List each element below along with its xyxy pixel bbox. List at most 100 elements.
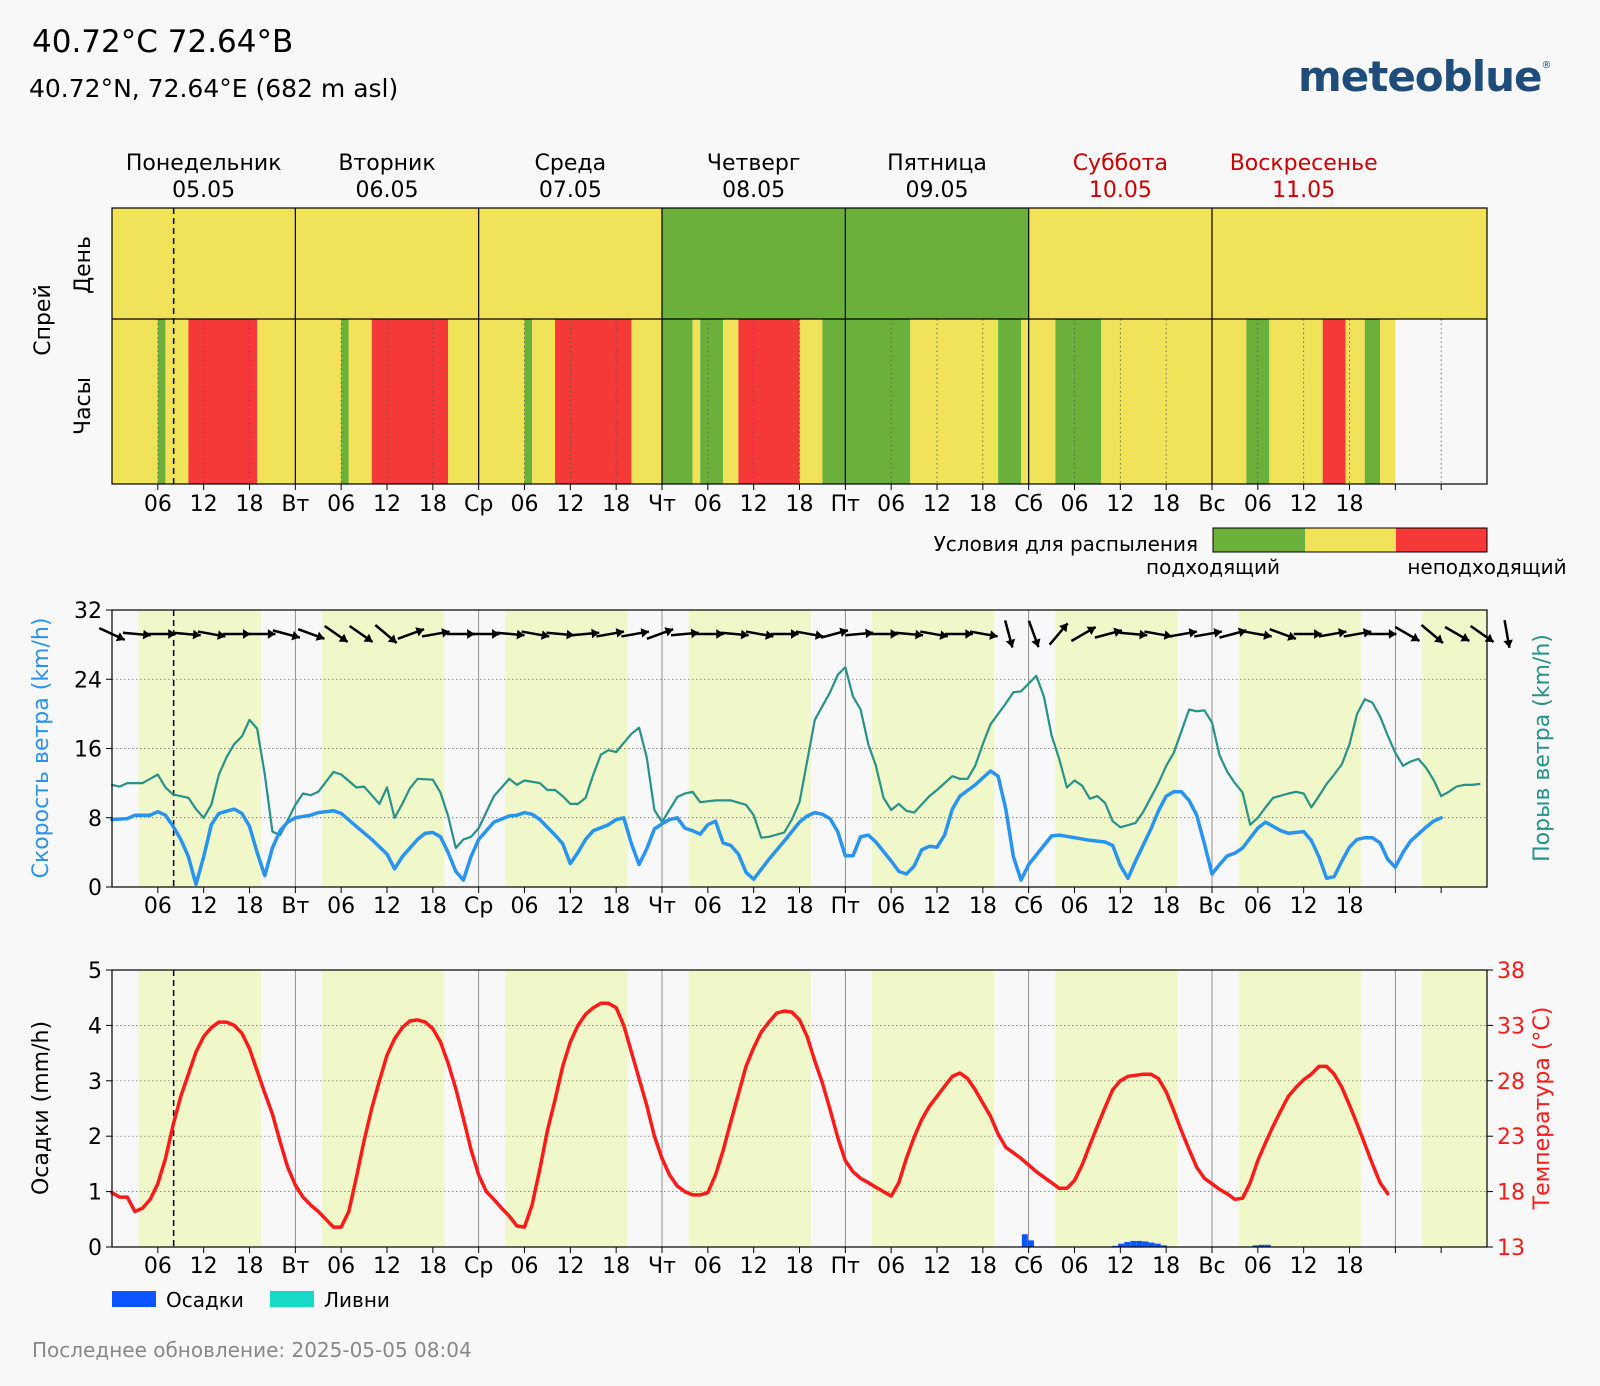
- wind-arrow-head: [467, 629, 475, 639]
- spray-hour-cell-12: [532, 319, 556, 484]
- x-tick-label: Вс: [1198, 894, 1225, 919]
- x-tick-label: 12: [190, 1254, 218, 1279]
- spray-day-label: День: [71, 236, 96, 294]
- precip-y-tick-label: 0: [88, 1236, 102, 1261]
- spray-hourly-row: [112, 319, 1396, 484]
- legend-frame: [1212, 527, 1488, 553]
- temp-y-tick-label: 28: [1497, 1070, 1525, 1095]
- spray-hour-cell-11: [524, 319, 533, 484]
- spray-day-cell-5: [1028, 208, 1212, 319]
- wind-arrow-head: [664, 627, 674, 637]
- wind-direction-arrow-50: [1343, 628, 1372, 638]
- x-tick-label: Ср: [464, 894, 493, 919]
- legend-good-label: подходящий: [1146, 555, 1280, 579]
- wind-speed-axis-label: Скорость ветра (km/h): [29, 618, 54, 879]
- precip-daylight-bands: [138, 970, 1487, 1247]
- wind-direction-arrow-48: [1293, 629, 1322, 639]
- x-tick-label: Сб: [1014, 894, 1043, 919]
- wind-arrow-head: [387, 634, 397, 643]
- x-tick-label: 12: [740, 1254, 768, 1279]
- x-tick-label: Ср: [464, 492, 493, 517]
- spray-hour-cell-0: [112, 319, 158, 484]
- spray-hour-cell-23: [910, 319, 999, 484]
- x-tick-label: Пт: [831, 894, 861, 919]
- wind-direction-arrow-12: [397, 627, 425, 640]
- x-tick-label: 06: [144, 1254, 172, 1279]
- wind-arrow-head: [790, 629, 799, 639]
- x-tick-label: 12: [1290, 894, 1318, 919]
- spray-daily-row: [112, 208, 1487, 319]
- precip-y-axis: 0 1 2 3 4 5: [88, 959, 112, 1261]
- wind-direction-arrow-38: [1048, 622, 1069, 646]
- spray-day-cell-0: [112, 208, 296, 319]
- wind-arrow-head: [115, 632, 125, 642]
- wind-direction-arrow-40: [1094, 627, 1123, 639]
- spray-day-cell-3: [662, 208, 846, 319]
- wind-arrow-head: [1287, 631, 1296, 641]
- wind-arrow-head: [1314, 629, 1322, 639]
- meteoblue-logo[interactable]: meteoblue®: [1298, 52, 1552, 101]
- spray-hour-cell-9: [448, 319, 479, 484]
- wind-arrow-head: [640, 628, 649, 638]
- day-name-3: Четверг: [707, 151, 800, 176]
- precip-bar-11: [1252, 1245, 1259, 1247]
- daylight-band-1: [322, 610, 445, 887]
- spray-hour-cell-29: [1212, 319, 1247, 484]
- wind-arrow-head: [1263, 630, 1272, 640]
- wind-arrow-head: [1460, 633, 1470, 642]
- wind-direction-arrow-19: [571, 628, 600, 639]
- spray-hour-cell-34: [1364, 319, 1381, 484]
- wind-direction-arrow-33: [920, 630, 949, 640]
- x-tick-label: Вт: [281, 492, 309, 517]
- precip-y-tick-label: 1: [88, 1181, 102, 1206]
- wind-y-tick-label: 16: [74, 738, 102, 763]
- x-tick-label: 06: [1061, 894, 1089, 919]
- legend-bad-label: неподходящий: [1407, 555, 1566, 579]
- x-tick-label: 18: [969, 894, 997, 919]
- x-tick-label: 06: [327, 894, 355, 919]
- wind-direction-arrow-20: [596, 628, 625, 638]
- wind-direction-arrow-29: [820, 627, 849, 639]
- x-tick-label: 18: [602, 894, 630, 919]
- spray-hour-cell-3: [188, 319, 258, 484]
- x-tick-label: 06: [144, 492, 172, 517]
- spray-hour-cell-33: [1345, 319, 1365, 484]
- wind-direction-arrow-10: [348, 624, 374, 644]
- wind-direction-arrow-25: [720, 629, 749, 640]
- precip-bar-4: [1124, 1242, 1131, 1247]
- x-tick-label: 06: [877, 894, 905, 919]
- wind-direction-arrow-31: [870, 629, 899, 639]
- spray-hour-cell-7: [348, 319, 372, 484]
- x-tick-label: 06: [1061, 1254, 1089, 1279]
- wind-arrow-head: [363, 633, 373, 643]
- spray-hour-cell-28: [1101, 319, 1212, 484]
- wind-arrow-head: [939, 630, 948, 640]
- wind-direction-arrow-13: [421, 628, 450, 638]
- x-tick-label: 12: [556, 894, 584, 919]
- spray-hour-cell-10: [478, 319, 525, 484]
- x-tick-label: 18: [786, 894, 814, 919]
- x-tick-label: 06: [1244, 492, 1272, 517]
- wind-y-tick-label: 0: [88, 876, 102, 901]
- spray-hour-cell-14: [631, 319, 662, 484]
- wind-arrow-head: [1188, 628, 1197, 638]
- wind-y-tick-label: 32: [74, 599, 102, 624]
- wind-arrow-head: [267, 629, 276, 639]
- wind-direction-arrow-47: [1269, 628, 1297, 641]
- legend-showers-label: Ливни: [324, 1288, 390, 1312]
- wind-arrow-head: [1410, 633, 1420, 642]
- spray-hour-cell-15: [662, 319, 693, 484]
- x-tick-label: Пт: [831, 1254, 861, 1279]
- wind-panel: 0 8 16 24 32 06 12 18 Вт 06 12 18 Ср 06 12 18 Чт 06 12 18 П…: [29, 599, 1555, 919]
- wind-direction-arrow-27: [770, 629, 799, 639]
- day-name-6: Воскресенье: [1230, 151, 1378, 176]
- wind-arrow-head: [492, 629, 500, 639]
- precip-y-tick-label: 3: [88, 1070, 102, 1095]
- x-tick-label: 06: [511, 894, 539, 919]
- x-tick-label: 18: [236, 492, 264, 517]
- spray-legend-title: Условия для распыления: [934, 532, 1198, 556]
- wind-arrow-head: [839, 627, 848, 638]
- x-tick-label: 18: [786, 492, 814, 517]
- x-tick-label: 18: [1336, 894, 1364, 919]
- x-tick-label: 18: [419, 492, 447, 517]
